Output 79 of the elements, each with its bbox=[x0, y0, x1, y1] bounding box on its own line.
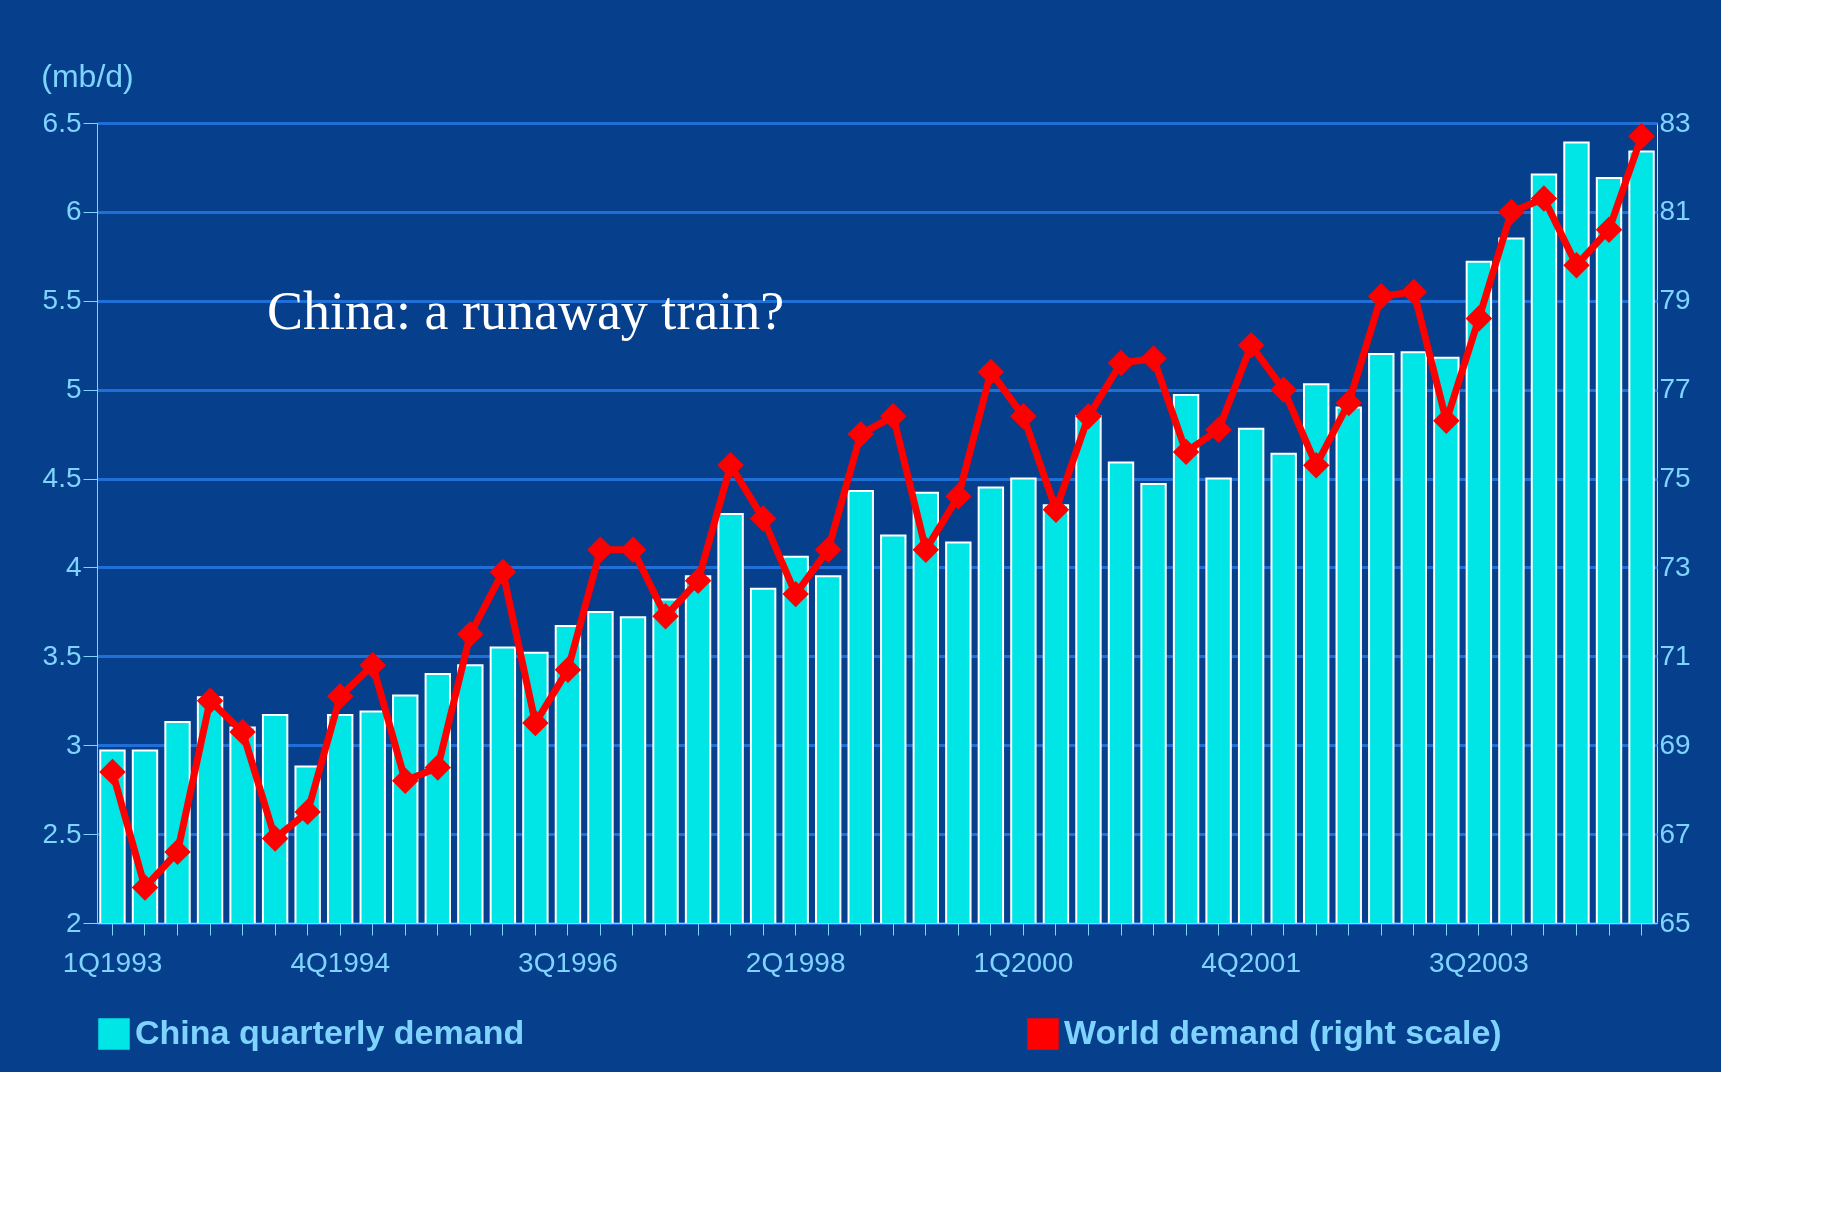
y-tick-label: 6.5 bbox=[42, 106, 82, 138]
point bbox=[294, 798, 321, 826]
point bbox=[587, 536, 614, 563]
y-tick-label: 4.5 bbox=[42, 462, 82, 494]
y2-tick-label: 65 bbox=[1659, 906, 1691, 938]
x-tick-label: 1Q2000 bbox=[973, 946, 1074, 978]
point bbox=[1530, 185, 1558, 212]
y2-tick-label: 75 bbox=[1659, 462, 1691, 494]
x-tick-label: 3Q2003 bbox=[1429, 946, 1529, 978]
point bbox=[945, 483, 972, 510]
point bbox=[782, 580, 809, 608]
y-tick-label: 3.5 bbox=[42, 639, 82, 671]
point bbox=[1075, 403, 1102, 430]
point bbox=[1595, 216, 1623, 243]
point bbox=[1172, 438, 1200, 466]
point bbox=[717, 451, 744, 479]
point bbox=[424, 754, 452, 781]
y-tick-label: 6 bbox=[65, 195, 82, 227]
x-tick-label: 4Q1994 bbox=[290, 946, 391, 978]
y2-tick-label: 73 bbox=[1659, 550, 1691, 582]
point bbox=[814, 536, 842, 563]
y-tick-label: 5 bbox=[65, 373, 82, 405]
point bbox=[912, 536, 940, 563]
point bbox=[1498, 198, 1525, 226]
point bbox=[1010, 403, 1037, 430]
point bbox=[164, 838, 191, 866]
point bbox=[131, 874, 159, 901]
y-tick-label: 3 bbox=[65, 728, 82, 760]
point bbox=[1302, 451, 1330, 479]
point bbox=[554, 656, 582, 683]
point bbox=[749, 505, 777, 532]
y2-tick-label: 83 bbox=[1659, 106, 1691, 138]
point bbox=[359, 651, 386, 679]
point bbox=[1433, 407, 1460, 435]
point bbox=[457, 620, 484, 648]
x-tick-label: 3Q1996 bbox=[518, 946, 618, 978]
point bbox=[1400, 278, 1428, 306]
y-tick-label: 2.5 bbox=[42, 817, 82, 849]
point bbox=[1270, 376, 1297, 403]
point bbox=[1335, 389, 1362, 417]
point bbox=[1237, 331, 1265, 359]
point bbox=[229, 718, 256, 746]
y-axis-title: (mb/d) bbox=[41, 57, 134, 94]
point bbox=[99, 758, 126, 786]
y2-tick-label: 67 bbox=[1659, 817, 1691, 849]
point bbox=[522, 709, 549, 737]
point bbox=[1465, 305, 1493, 332]
point bbox=[977, 358, 1005, 386]
y-tick-label: 5.5 bbox=[42, 284, 82, 316]
y2-tick-label: 79 bbox=[1659, 284, 1691, 316]
point bbox=[847, 420, 874, 448]
y2-tick-label: 81 bbox=[1659, 195, 1691, 227]
point bbox=[196, 687, 224, 715]
x-tick-label: 2Q1998 bbox=[745, 946, 846, 978]
y2-tick-label: 69 bbox=[1659, 728, 1691, 760]
x-tick-label: 1Q1993 bbox=[62, 946, 163, 978]
point bbox=[880, 403, 907, 430]
point bbox=[619, 536, 647, 563]
point bbox=[1563, 251, 1590, 279]
point bbox=[1205, 416, 1232, 443]
point bbox=[1042, 496, 1070, 523]
point bbox=[1107, 349, 1135, 377]
point bbox=[1140, 345, 1167, 372]
y2-tick-label: 77 bbox=[1659, 373, 1691, 405]
legend-label: China quarterly demand bbox=[135, 1013, 525, 1051]
point bbox=[1368, 283, 1395, 310]
point bbox=[392, 767, 419, 795]
x-tick-label: 4Q2001 bbox=[1201, 946, 1301, 978]
legend-label: World demand (right scale) bbox=[1064, 1013, 1502, 1051]
y2-tick-label: 71 bbox=[1659, 639, 1691, 671]
point bbox=[489, 558, 517, 586]
point bbox=[1628, 123, 1655, 150]
point bbox=[684, 567, 712, 595]
y-tick-label: 4 bbox=[65, 550, 82, 582]
y-tick-label: 2 bbox=[65, 906, 82, 938]
text: China: a runaway train? bbox=[267, 281, 785, 341]
point bbox=[652, 603, 679, 630]
point bbox=[261, 825, 289, 852]
point bbox=[326, 683, 354, 710]
